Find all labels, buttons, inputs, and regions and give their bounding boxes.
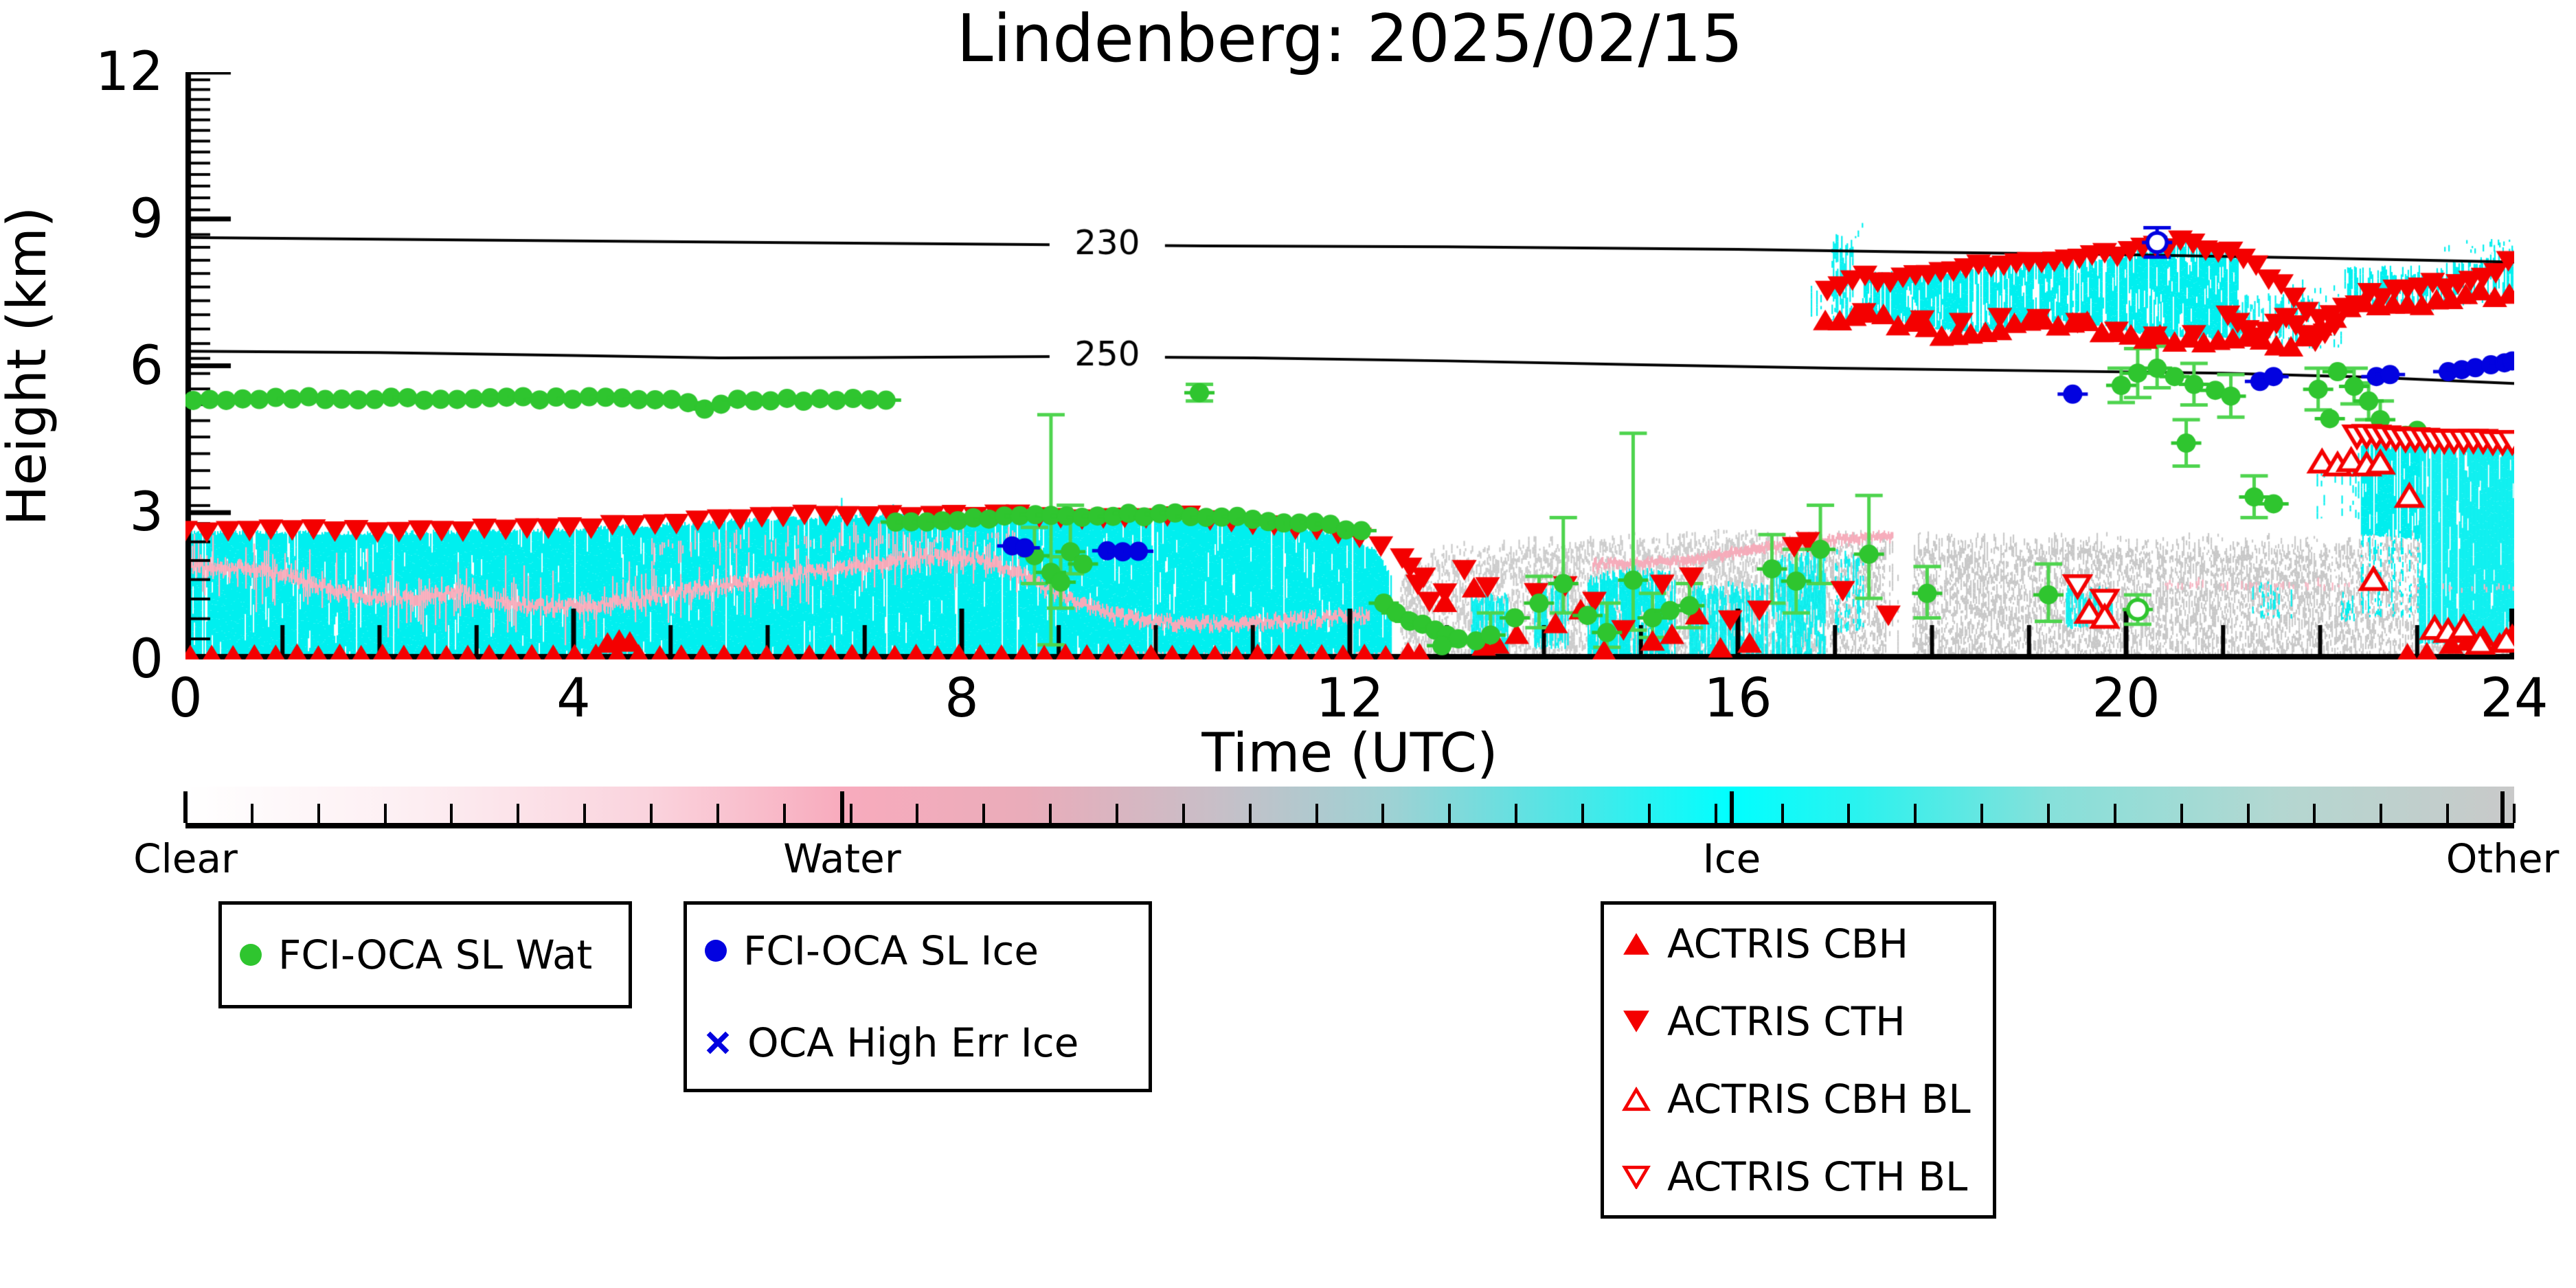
colorbar-minor-tick bbox=[982, 804, 986, 823]
legend-entry-oca-high-err-ice: OCA High Err Ice bbox=[687, 1019, 1149, 1066]
colorbar-minor-tick bbox=[916, 804, 919, 823]
colorbar-label-water: Water bbox=[783, 835, 901, 882]
colorbar-minor-tick bbox=[1714, 804, 1717, 823]
legend-label: OCA High Err Ice bbox=[747, 1019, 1079, 1066]
colorbar-minor-tick bbox=[1647, 804, 1651, 823]
x-tick-label: 4 bbox=[556, 668, 591, 730]
y-tick-label: 3 bbox=[129, 482, 163, 544]
colorbar-minor-tick bbox=[1049, 804, 1052, 823]
colorbar-minor-tick bbox=[1914, 804, 1917, 823]
x-tick-label: 8 bbox=[945, 668, 979, 730]
legend-box-actris: ACTRIS CBH ACTRIS CTH ACTRIS CBH BL ACTR… bbox=[1601, 901, 1996, 1219]
colorbar-minor-tick bbox=[517, 804, 520, 823]
colorbar-major-tick bbox=[2500, 791, 2505, 823]
y-tick-label: 0 bbox=[129, 629, 163, 690]
colorbar-minor-tick bbox=[1515, 804, 1518, 823]
red-triangle-down-open-icon bbox=[1622, 1165, 1651, 1189]
legend-label: ACTRIS CTH BL bbox=[1667, 1153, 1968, 1200]
red-triangle-down-icon bbox=[1623, 1010, 1649, 1032]
y-axis-label: Height (km) bbox=[0, 206, 58, 526]
chart-title: Lindenberg: 2025/02/15 bbox=[956, 1, 1743, 77]
colorbar-minor-tick bbox=[2246, 804, 2250, 823]
colorbar-minor-tick bbox=[1315, 804, 1318, 823]
green-circle-icon bbox=[240, 944, 262, 966]
y-tick-label: 12 bbox=[95, 41, 163, 103]
colorbar-label-clear: Clear bbox=[133, 835, 238, 882]
x-tick-label: 0 bbox=[168, 668, 203, 730]
legend-label: FCI-OCA SL Ice bbox=[743, 927, 1039, 974]
colorbar-major-tick bbox=[839, 791, 844, 823]
colorbar-minor-tick bbox=[2513, 804, 2516, 823]
colorbar-minor-tick bbox=[716, 804, 719, 823]
colorbar-minor-tick bbox=[1448, 804, 1451, 823]
x-tick-label: 12 bbox=[1315, 668, 1384, 730]
legend-entry-actris-cbh-bl: ACTRIS CBH BL bbox=[1604, 1076, 1993, 1122]
legend-entry-actris-cbh: ACTRIS CBH bbox=[1604, 920, 1993, 967]
x-tick-label: 24 bbox=[2480, 668, 2549, 730]
colorbar-minor-tick bbox=[450, 804, 453, 823]
colorbar-minor-tick bbox=[1248, 804, 1252, 823]
colorbar-minor-tick bbox=[2113, 804, 2116, 823]
colorbar-label-other: Other bbox=[2445, 835, 2560, 882]
blue-x-icon bbox=[706, 1031, 730, 1054]
colorbar-major-tick bbox=[1729, 791, 1734, 823]
x-tick-label: 20 bbox=[2092, 668, 2160, 730]
legend-label: ACTRIS CTH bbox=[1667, 997, 1906, 1045]
colorbar-minor-tick bbox=[1781, 804, 1784, 823]
legend-entry-fci-oca-sl-ice: FCI-OCA SL Ice bbox=[687, 927, 1149, 974]
colorbar-minor-tick bbox=[383, 804, 387, 823]
red-triangle-up-open-icon bbox=[1622, 1086, 1651, 1111]
x-tick-label: 16 bbox=[1704, 668, 1772, 730]
colorbar-minor-tick bbox=[250, 804, 253, 823]
colorbar-minor-tick bbox=[782, 804, 786, 823]
colorbar-minor-tick bbox=[2313, 804, 2316, 823]
legend-label: ACTRIS CBH BL bbox=[1667, 1075, 1971, 1122]
classification-plot-canvas bbox=[185, 72, 2514, 659]
legend-entry-fci-oca-sl-wat: FCI-OCA SL Wat bbox=[222, 931, 629, 978]
colorbar-minor-tick bbox=[317, 804, 320, 823]
colorbar-minor-tick bbox=[2047, 804, 2050, 823]
y-tick-label: 6 bbox=[129, 335, 163, 397]
colorbar-minor-tick bbox=[1381, 804, 1385, 823]
legend-box-fci-ice: FCI-OCA SL Ice OCA High Err Ice bbox=[683, 901, 1152, 1092]
legend-label: ACTRIS CBH bbox=[1667, 920, 1909, 967]
colorbar-minor-tick bbox=[849, 804, 852, 823]
colorbar-major-tick bbox=[183, 791, 188, 823]
colorbar-minor-tick bbox=[1581, 804, 1584, 823]
colorbar-minor-tick bbox=[1980, 804, 1984, 823]
colorbar-minor-tick bbox=[2446, 804, 2450, 823]
y-tick-label: 9 bbox=[129, 188, 163, 250]
blue-circle-icon bbox=[705, 940, 727, 962]
colorbar bbox=[183, 787, 2516, 828]
colorbar-minor-tick bbox=[1847, 804, 1851, 823]
legend-entry-actris-cth-bl: ACTRIS CTH BL bbox=[1604, 1153, 1993, 1200]
colorbar-minor-tick bbox=[2380, 804, 2383, 823]
legend-box-fci-wat: FCI-OCA SL Wat bbox=[218, 901, 632, 1008]
colorbar-minor-tick bbox=[650, 804, 653, 823]
colorbar-minor-tick bbox=[2180, 804, 2183, 823]
colorbar-label-ice: Ice bbox=[1702, 835, 1761, 882]
colorbar-minor-tick bbox=[583, 804, 587, 823]
x-axis-label: Time (UTC) bbox=[1201, 723, 1498, 784]
legend-label: FCI-OCA SL Wat bbox=[278, 931, 593, 978]
legend-entry-actris-cth: ACTRIS CTH bbox=[1604, 998, 1993, 1045]
red-triangle-up-icon bbox=[1623, 932, 1649, 955]
colorbar-minor-tick bbox=[1116, 804, 1118, 823]
colorbar-minor-tick bbox=[1182, 804, 1185, 823]
